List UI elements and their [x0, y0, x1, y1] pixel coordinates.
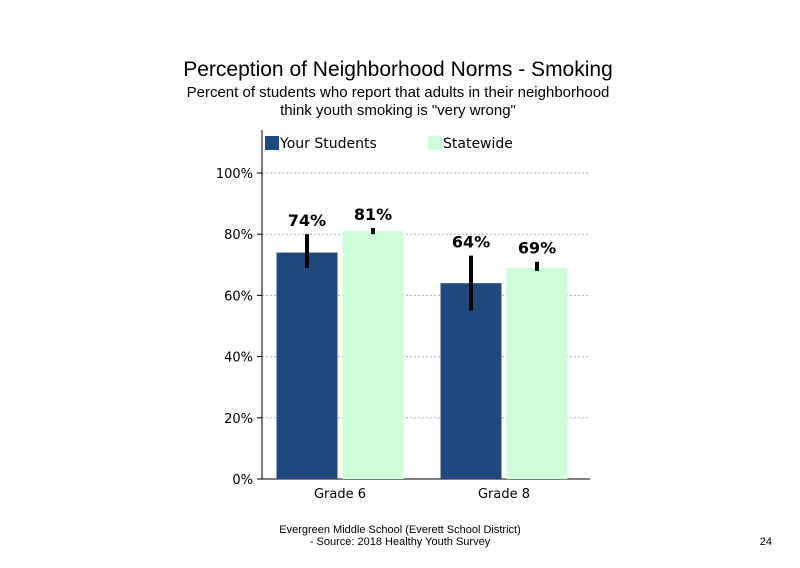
footer-line-1: Evergreen Middle School (Everett School …: [279, 524, 521, 536]
data-label: 81%: [354, 205, 392, 224]
bar: [506, 267, 568, 479]
data-label: 64%: [452, 233, 490, 252]
footer-line-2: - Source: 2018 Healthy Youth Survey: [309, 536, 491, 548]
data-label: 74%: [288, 211, 326, 230]
y-tick-label: 60%: [224, 289, 253, 304]
bar: [440, 283, 502, 479]
x-tick-label: Grade 8: [478, 487, 530, 502]
y-tick-label: 20%: [224, 412, 253, 427]
bar: [342, 231, 404, 479]
chart-title: Perception of Neighborhood Norms - Smoki…: [183, 58, 613, 81]
x-tick-label: Grade 6: [314, 487, 366, 502]
y-tick-label: 40%: [224, 351, 253, 366]
y-tick-label: 100%: [216, 167, 253, 182]
legend-label: Your Students: [279, 136, 377, 152]
y-tick-label: 0%: [232, 473, 253, 488]
footer: Evergreen Middle School (Everett School …: [200, 524, 600, 548]
data-label: 69%: [518, 239, 556, 258]
subtitle-line-2: think youth smoking is "very wrong": [280, 102, 516, 119]
legend-swatch: [265, 136, 279, 150]
bar: [276, 252, 338, 479]
page-number: 24: [759, 536, 772, 548]
subtitle-line-1: Percent of students who report that adul…: [186, 84, 610, 101]
y-tick-label: 80%: [224, 228, 253, 243]
legend-label: Statewide: [443, 136, 513, 152]
chart-subtitle: Percent of students who report that adul…: [0, 84, 796, 120]
legend-swatch: [428, 136, 442, 150]
